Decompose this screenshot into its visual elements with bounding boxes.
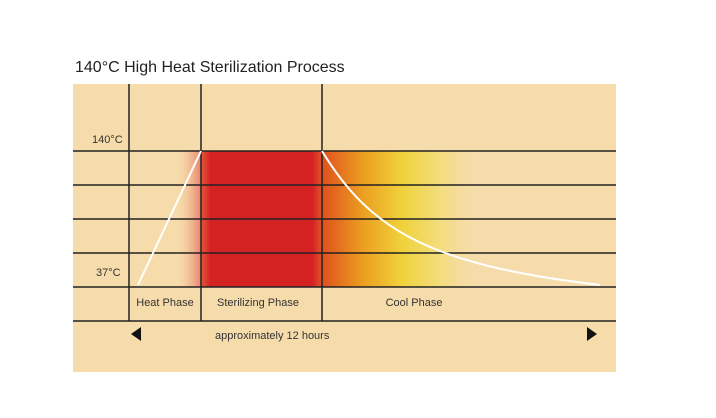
- low-temp-label: 37°C: [96, 267, 121, 279]
- phase-label: Heat Phase: [136, 297, 193, 309]
- phase-label: Cool Phase: [386, 297, 443, 309]
- high-temp-label: 140°C: [92, 134, 123, 146]
- duration-label: approximately 12 hours: [215, 330, 330, 342]
- phase-label: Sterilizing Phase: [217, 297, 299, 309]
- left-arrow: [131, 327, 141, 341]
- right-arrow: [587, 327, 597, 341]
- cool-curve: [321, 150, 601, 286]
- heat-curve: [137, 150, 202, 286]
- grid: [73, 84, 616, 322]
- title: 140°C High Heat Sterilization Process: [75, 59, 345, 76]
